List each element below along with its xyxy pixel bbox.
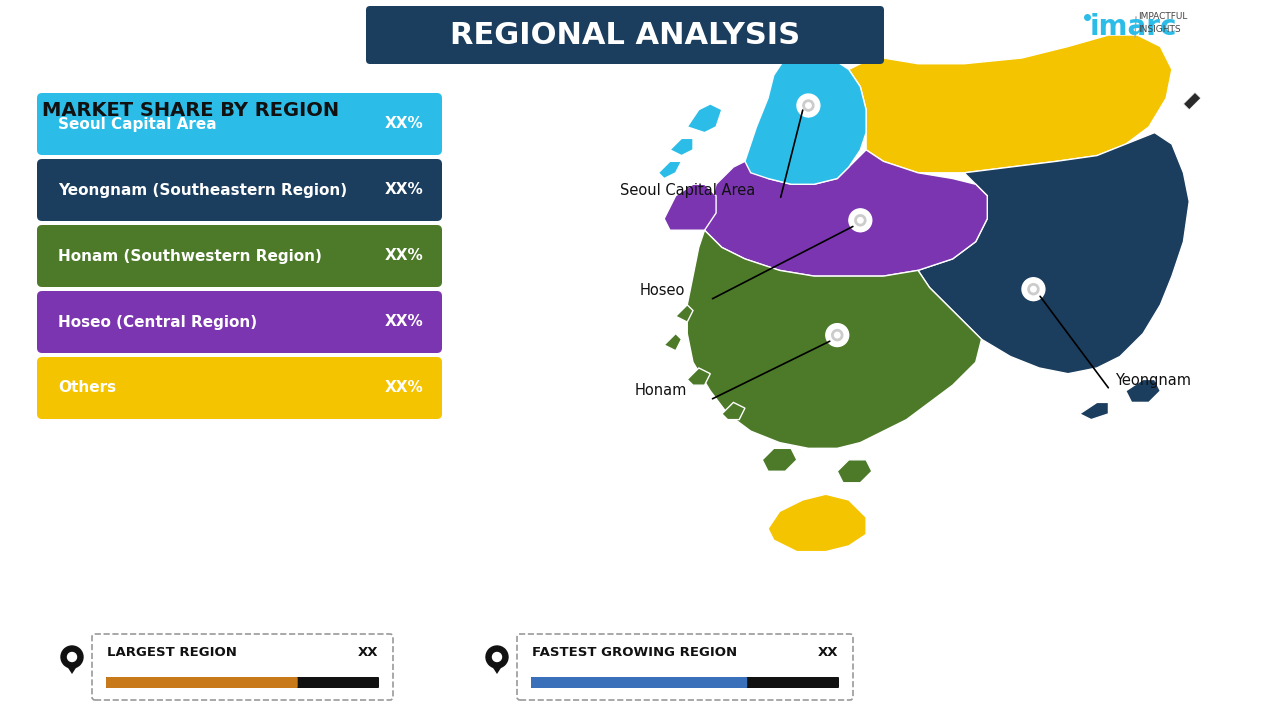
Polygon shape xyxy=(658,161,681,179)
Circle shape xyxy=(68,652,77,662)
Polygon shape xyxy=(1126,379,1161,402)
Text: Seoul Capital Area: Seoul Capital Area xyxy=(620,183,755,198)
Polygon shape xyxy=(797,106,820,117)
Text: Honam: Honam xyxy=(635,383,687,398)
Text: XX%: XX% xyxy=(384,380,422,395)
Polygon shape xyxy=(849,220,872,233)
Polygon shape xyxy=(687,230,982,449)
Polygon shape xyxy=(687,104,722,132)
Circle shape xyxy=(849,209,872,232)
Polygon shape xyxy=(1184,92,1201,109)
Text: Honam (Southwestern Region): Honam (Southwestern Region) xyxy=(58,248,321,264)
Circle shape xyxy=(486,646,508,668)
Text: FASTEST GROWING REGION: FASTEST GROWING REGION xyxy=(532,647,737,660)
FancyBboxPatch shape xyxy=(531,677,748,688)
Text: MARKET SHARE BY REGION: MARKET SHARE BY REGION xyxy=(42,101,339,120)
FancyBboxPatch shape xyxy=(106,677,298,688)
Text: XX: XX xyxy=(357,647,378,660)
FancyBboxPatch shape xyxy=(531,677,838,688)
Circle shape xyxy=(493,652,502,662)
Polygon shape xyxy=(1021,289,1044,301)
Polygon shape xyxy=(704,150,987,276)
FancyBboxPatch shape xyxy=(37,159,442,221)
Circle shape xyxy=(826,324,849,346)
Text: Hoseo (Central Region): Hoseo (Central Region) xyxy=(58,315,257,330)
Polygon shape xyxy=(687,368,710,385)
FancyBboxPatch shape xyxy=(37,291,442,353)
Circle shape xyxy=(797,94,820,117)
Text: REGIONAL ANALYSIS: REGIONAL ANALYSIS xyxy=(451,20,800,50)
Text: imarc: imarc xyxy=(1091,13,1178,41)
Polygon shape xyxy=(918,132,1189,374)
Text: IMPACTFUL
INSIGHTS: IMPACTFUL INSIGHTS xyxy=(1138,12,1188,34)
Text: XX%: XX% xyxy=(384,248,422,264)
FancyBboxPatch shape xyxy=(366,6,884,64)
FancyBboxPatch shape xyxy=(92,634,393,700)
Text: XX%: XX% xyxy=(384,182,422,197)
FancyBboxPatch shape xyxy=(37,357,442,419)
FancyBboxPatch shape xyxy=(37,225,442,287)
Polygon shape xyxy=(849,35,1172,173)
Polygon shape xyxy=(826,335,849,347)
Polygon shape xyxy=(664,333,681,351)
Polygon shape xyxy=(486,657,508,674)
Circle shape xyxy=(61,646,83,668)
Text: XX: XX xyxy=(818,647,838,660)
Polygon shape xyxy=(676,305,692,322)
Polygon shape xyxy=(722,402,745,420)
Polygon shape xyxy=(745,47,867,184)
Polygon shape xyxy=(768,494,867,552)
Polygon shape xyxy=(669,138,692,156)
FancyBboxPatch shape xyxy=(37,93,442,155)
FancyBboxPatch shape xyxy=(517,634,852,700)
FancyBboxPatch shape xyxy=(106,677,379,688)
Polygon shape xyxy=(763,449,797,472)
Polygon shape xyxy=(1079,402,1108,420)
Polygon shape xyxy=(837,460,872,482)
Text: LARGEST REGION: LARGEST REGION xyxy=(108,647,237,660)
Text: XX%: XX% xyxy=(384,315,422,330)
Text: Seoul Capital Area: Seoul Capital Area xyxy=(58,117,216,132)
Text: XX%: XX% xyxy=(384,117,422,132)
Polygon shape xyxy=(61,657,83,674)
Text: Hoseo: Hoseo xyxy=(640,283,685,298)
Polygon shape xyxy=(664,184,716,230)
Text: Yeongnam: Yeongnam xyxy=(1115,373,1190,388)
Text: Yeongnam (Southeastern Region): Yeongnam (Southeastern Region) xyxy=(58,182,347,197)
Circle shape xyxy=(1021,278,1044,301)
Text: Others: Others xyxy=(58,380,116,395)
